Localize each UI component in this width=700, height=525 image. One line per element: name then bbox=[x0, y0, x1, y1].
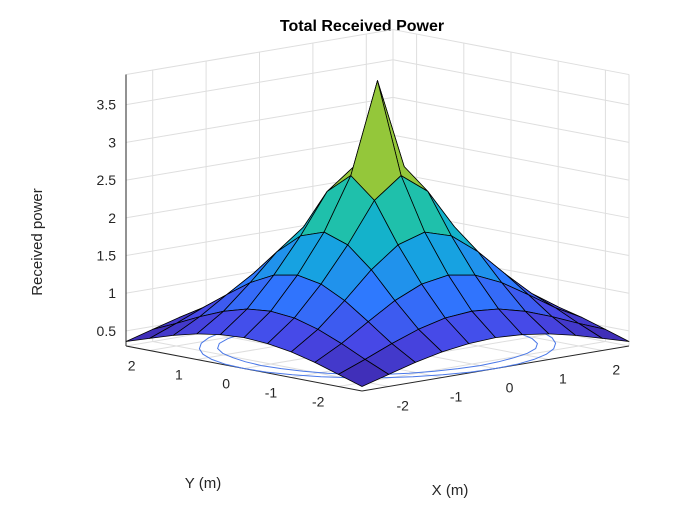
wall-grid-line bbox=[125, 96, 394, 143]
z-tick-label: 2 bbox=[108, 210, 116, 226]
x-tick-label: -2 bbox=[396, 398, 409, 414]
y-tick-label: -2 bbox=[312, 394, 325, 410]
z-tick-label: 3.5 bbox=[97, 97, 117, 113]
z-tick-label: 2.5 bbox=[97, 172, 117, 188]
wall-grid-line bbox=[125, 134, 394, 181]
z-tick-label: 3 bbox=[108, 134, 116, 150]
x-tick-label: 0 bbox=[506, 380, 514, 396]
y-axis-label: Y (m) bbox=[185, 475, 221, 492]
x-tick-label: -1 bbox=[450, 389, 463, 405]
wall-grid-line bbox=[392, 96, 630, 143]
x-tick-label: 2 bbox=[612, 362, 620, 378]
z-tick-label: 1.5 bbox=[97, 248, 117, 264]
surface-cell bbox=[337, 358, 390, 387]
wall-grid-line bbox=[392, 172, 630, 219]
wall-grid-line bbox=[392, 59, 630, 106]
box-edge bbox=[125, 29, 394, 76]
z-tick-label: 0.5 bbox=[97, 323, 117, 339]
box-edge bbox=[392, 29, 630, 76]
y-tick-label: -1 bbox=[265, 385, 278, 401]
wall-grid-line bbox=[125, 59, 394, 106]
z-axis-label: Received power bbox=[29, 188, 46, 296]
surface-mesh bbox=[125, 80, 630, 387]
floor-grid-line bbox=[338, 341, 606, 387]
wall-grid-line bbox=[392, 134, 630, 181]
chart-title: Total Received Power bbox=[280, 18, 444, 35]
x-axis-label: X (m) bbox=[432, 482, 469, 499]
y-tick-label: 1 bbox=[175, 367, 183, 383]
z-tick-label: 1 bbox=[108, 285, 116, 301]
y-tick-label: 2 bbox=[128, 358, 136, 374]
x-tick-label: 1 bbox=[559, 371, 567, 387]
y-tick-label: 0 bbox=[222, 376, 230, 392]
tick-labels: -2 -1 0 1 2 -2 -1 0 1 2 0.5 1 1.5 2 2.5 3 3.5 bbox=[97, 97, 621, 414]
